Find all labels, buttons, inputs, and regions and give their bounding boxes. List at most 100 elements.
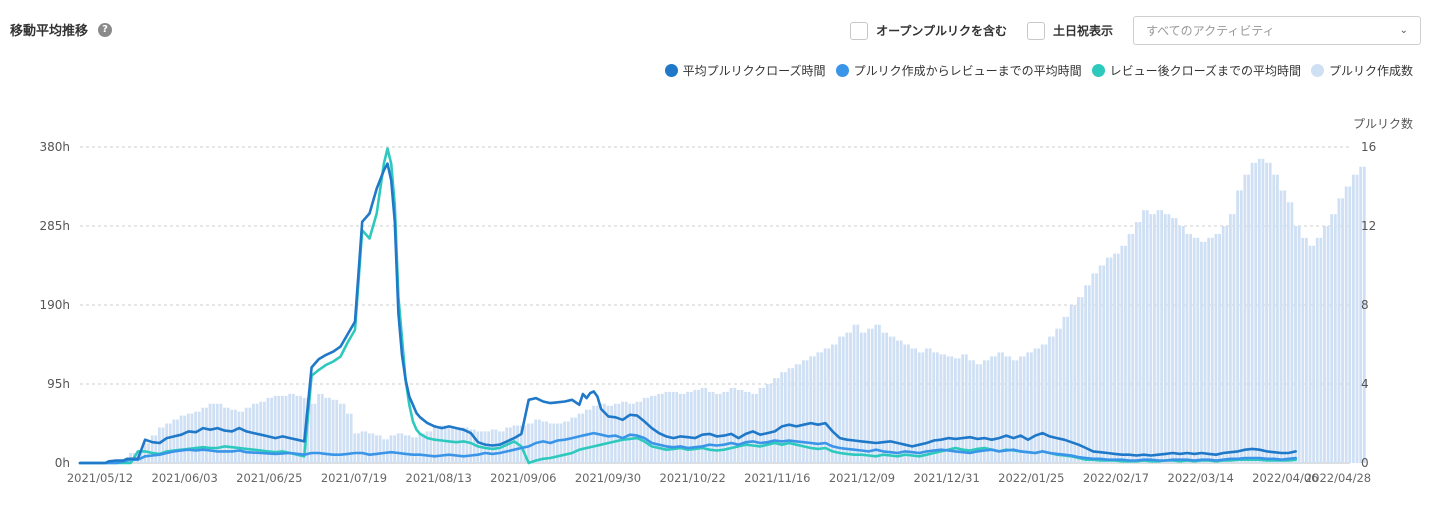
pr-count-bar [165, 423, 169, 463]
pr-count-bar [1261, 158, 1265, 463]
pr-count-bar [791, 368, 794, 463]
pr-count-bar [237, 411, 241, 463]
legend-item-close-time[interactable]: 平均プルリククローズ時間 [664, 62, 826, 79]
legend-item-review-time[interactable]: プルリク作成からレビューまでの平均時間 [835, 62, 1082, 79]
pr-count-bar [1105, 257, 1109, 463]
holidays-toggle[interactable]: 土日祝表示 [1026, 21, 1113, 40]
legend-item-pr-count[interactable]: プルリク作成数 [1310, 62, 1413, 79]
pr-count-bar [404, 435, 407, 463]
pr-count-bar [928, 348, 932, 463]
pr-count-bar [1008, 356, 1012, 463]
pr-count-bar [823, 348, 827, 463]
pr-count-bar [870, 328, 874, 463]
question-circle-icon[interactable]: ? [98, 22, 113, 37]
pr-count-bar [422, 433, 425, 463]
pr-count-bar [1113, 253, 1117, 463]
include-open-toggle[interactable]: オープンプルリクを含む [850, 21, 1007, 40]
pr-count-bar [1181, 226, 1185, 463]
pr-count-bar [693, 389, 697, 463]
legend-dot-review-time [835, 64, 849, 77]
pr-count-bar [588, 409, 592, 463]
pr-count-bar [993, 356, 997, 463]
pr-count-bar [179, 415, 183, 463]
gridlines [80, 146, 1350, 464]
pr-count-bar [1283, 190, 1287, 463]
chevron-down-icon: ⌄ [1399, 25, 1408, 36]
pr-count-bar [1337, 198, 1341, 463]
pr-count-bar [1333, 214, 1337, 463]
pr-count-bar [1232, 214, 1236, 463]
legend-item-post-review-time[interactable]: レビュー後クローズまでの平均時間 [1091, 62, 1301, 79]
left-axis-tick: 95h [47, 377, 70, 391]
pr-count-bar [1304, 237, 1308, 463]
pr-count-bar [1210, 237, 1214, 463]
date-axis-tick: 2021/06/03 [152, 471, 218, 485]
pr-count-bar [776, 378, 780, 463]
pr-count-bar [1207, 237, 1211, 463]
pr-count-bar [241, 411, 245, 463]
pr-count-bar [194, 411, 197, 463]
pr-count-bar [559, 423, 563, 463]
pr-count-bar [910, 348, 914, 463]
pr-count-bar [186, 413, 190, 463]
pr-count-bar [603, 403, 606, 463]
legend-dot-post-review-time [1091, 64, 1105, 77]
pr-count-bar [1301, 237, 1305, 463]
pr-count-bar [1323, 226, 1326, 463]
pr-count-bar [259, 401, 263, 463]
pr-count-bar [613, 403, 617, 463]
pr-count-bar [1019, 356, 1022, 463]
pr-count-bar [378, 435, 382, 463]
pr-count-bar [1254, 162, 1258, 464]
series-line [78, 162, 1297, 465]
chart-controls: オープンプルリクを含む 土日祝表示 すべてのアクティビティ ⌄ [850, 16, 1421, 45]
pr-count-bar [932, 352, 936, 463]
pr-count-bar [519, 425, 523, 463]
pr-count-bar [700, 387, 704, 463]
pr-count-bar [1004, 356, 1008, 463]
pr-count-bar [574, 417, 577, 463]
pr-count-bar [1120, 245, 1124, 463]
pr-count-bar [393, 435, 396, 463]
pr-count-bar [863, 332, 867, 463]
legend-dot-close-time [664, 64, 678, 77]
pr-count-bar [747, 391, 751, 463]
activity-select[interactable]: すべてのアクティビティ ⌄ [1133, 16, 1421, 45]
pr-count-bar [465, 427, 469, 463]
pr-count-bar [364, 431, 368, 463]
pr-count-bar [954, 358, 957, 463]
pr-count-bar [382, 439, 386, 463]
pr-count-bar [1239, 190, 1243, 463]
pr-count-bar [946, 356, 950, 463]
pr-count-bar [429, 431, 433, 463]
pr-count-bar [150, 435, 154, 463]
legend-label-review-time: プルリク作成からレビューまでの平均時間 [853, 64, 1082, 78]
pr-count-bar [1077, 297, 1080, 463]
pr-count-bar [454, 429, 458, 463]
holidays-checkbox[interactable] [1026, 21, 1045, 40]
pr-count-bar [1276, 174, 1279, 463]
pr-count-bar [436, 427, 440, 463]
pr-count-bar [197, 411, 201, 463]
include-open-checkbox[interactable] [850, 21, 869, 40]
pr-count-bar [657, 393, 661, 463]
pr-count-bar [1341, 198, 1344, 463]
pr-count-bar [226, 407, 230, 463]
pr-count-bar [563, 421, 567, 463]
pr-count-bar [722, 391, 726, 463]
pr-count-bar [407, 435, 411, 463]
pr-count-bar [899, 340, 903, 463]
pr-count-bar [935, 352, 939, 463]
pr-count-bar [1142, 210, 1145, 463]
pr-count-bar [244, 407, 248, 463]
pr-count-bar [1040, 344, 1044, 463]
pr-count-bar [624, 401, 628, 463]
pr-count-bar [1326, 226, 1330, 463]
date-axis-tick: 2021/06/25 [236, 471, 302, 485]
pr-count-bar [1015, 360, 1019, 463]
pr-count-bar [845, 332, 849, 463]
legend-dot-pr-count [1310, 64, 1324, 77]
date-axis-tick: 2022/04/28 [1305, 471, 1371, 485]
pr-count-bar [262, 401, 266, 463]
pr-count-bar [896, 340, 899, 463]
